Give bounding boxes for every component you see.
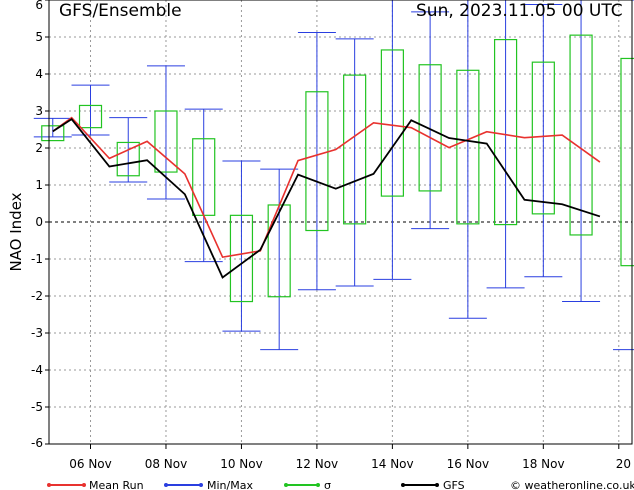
y-tick-label: -3 (31, 326, 43, 340)
gfs-line (52, 117, 601, 279)
y-tick-label: 1 (35, 178, 43, 192)
ensemble-box (33, 117, 72, 142)
x-tick-label: 16 Nov (447, 457, 490, 471)
ensemble-box (524, 3, 563, 278)
sigma-box (229, 214, 254, 303)
y-tick-label: -1 (31, 252, 43, 266)
sigma-box (154, 110, 178, 173)
legend: Mean Run Min/Max σ GFS © weatheronline.c… (47, 479, 634, 490)
x-tick-label: 10 Nov (220, 457, 263, 471)
ensemble-box (335, 38, 374, 287)
legend-mean-dot (82, 483, 86, 487)
sigma-box (41, 125, 65, 142)
legend-minmax-dot (164, 483, 168, 487)
legend-minmax-dot (199, 483, 203, 487)
sigma-box (343, 74, 367, 225)
sigma-box (267, 204, 291, 298)
y-tick-label: 6 (35, 0, 43, 12)
legend-gfs-label: GFS (443, 479, 465, 490)
y-tick-label: 0 (35, 215, 43, 229)
sigma-box (531, 61, 555, 215)
y-tick-label: 2 (35, 141, 43, 155)
mean-run-line (52, 116, 601, 259)
sigma-box (456, 69, 480, 225)
chart-title: GFS/Ensemble (59, 1, 182, 21)
legend-gfs-dot (435, 483, 439, 487)
legend-sigma-dot (284, 483, 288, 487)
sigma-box (116, 141, 140, 177)
x-axis-ticks: 06 Nov 08 Nov 10 Nov 12 Nov 14 Nov 16 Nov 18 N… (69, 444, 631, 471)
x-tick-label: 14 Nov (371, 457, 414, 471)
sigma-box (493, 38, 518, 226)
y-tick-label: 5 (35, 30, 43, 44)
sigma-box (78, 104, 103, 129)
sigma-box (418, 64, 442, 192)
ensemble-box (562, 0, 601, 303)
legend-minmax-label: Min/Max (207, 479, 253, 490)
legend-sigma-dot (316, 483, 320, 487)
x-tick-label: 08 Nov (145, 457, 188, 471)
legend-mean-label: Mean Run (89, 479, 144, 490)
sigma-box (192, 138, 216, 216)
y-tick-label: -5 (31, 400, 43, 414)
ensemble-box (297, 32, 336, 291)
x-tick-label: 20 (616, 457, 631, 471)
legend-mean-dot (47, 483, 51, 487)
credit-text: © weatheronline.co.uk (510, 479, 634, 490)
y-tick-label: -4 (31, 363, 43, 377)
x-tick-label: 12 Nov (296, 457, 339, 471)
ensemble-box (71, 84, 110, 136)
ensemble-box (222, 160, 261, 332)
ensemble-box (411, 11, 450, 230)
y-tick-label: 3 (35, 104, 43, 118)
ensemble-box (373, 0, 412, 280)
x-tick-label: 06 Nov (69, 457, 112, 471)
legend-gfs-dot (401, 483, 405, 487)
ensemble-box (448, 0, 487, 319)
sigma-box (569, 34, 593, 236)
y-tick-label: -2 (31, 289, 43, 303)
ensemble-box (486, 0, 525, 289)
y-tick-label: 4 (35, 67, 43, 81)
y-axis-label: NAO Index (7, 192, 25, 271)
sigma-box (380, 49, 404, 197)
legend-sigma-label: σ (324, 479, 331, 490)
y-axis-ticks: -6 -5 -4 -3 -2 -1 0 1 2 3 4 5 6 (31, 0, 49, 450)
run-timestamp: Sun, 2023.11.05 00 UTC (416, 1, 623, 21)
y-tick-label: -6 (31, 436, 43, 450)
x-tick-label: 18 Nov (522, 457, 565, 471)
sigma-box (305, 91, 329, 232)
